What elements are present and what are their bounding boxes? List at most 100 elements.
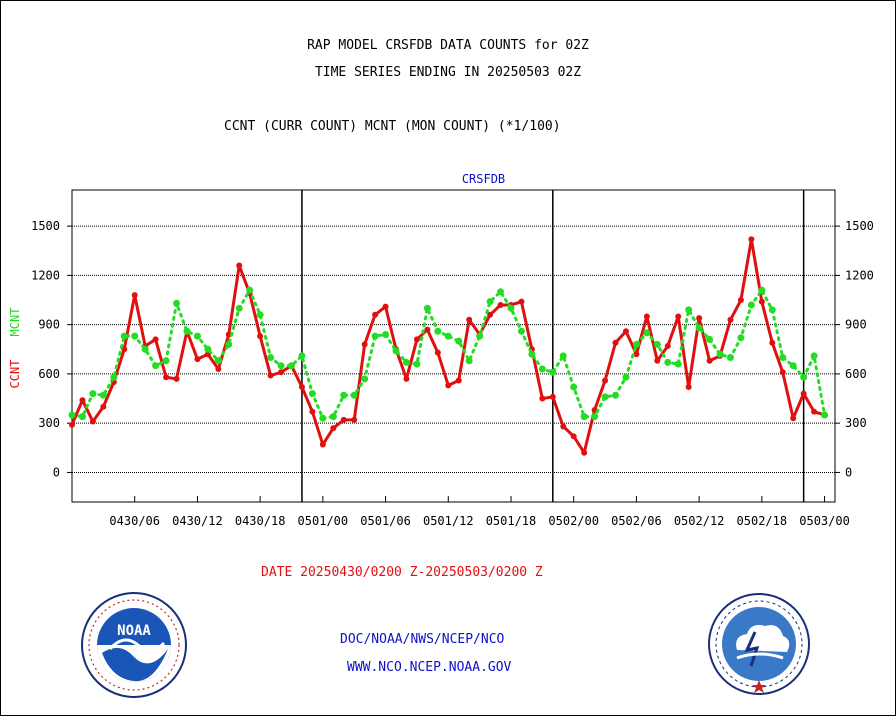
data-point-mcnt <box>810 352 818 360</box>
data-point-ccnt <box>466 316 473 323</box>
data-point-mcnt <box>152 362 160 370</box>
x-tick-label: 0502/12 <box>674 514 725 528</box>
data-point-ccnt <box>758 298 765 305</box>
series-line-mcnt <box>70 288 827 420</box>
data-point-mcnt <box>444 332 452 340</box>
data-point-mcnt <box>716 350 724 358</box>
data-point-ccnt <box>622 328 629 335</box>
data-point-ccnt <box>696 315 703 322</box>
data-point-mcnt <box>706 335 714 343</box>
data-point-ccnt <box>769 339 776 346</box>
data-point-ccnt <box>424 326 431 333</box>
data-point-mcnt <box>591 413 599 421</box>
data-point-mcnt <box>413 360 421 368</box>
data-point-mcnt <box>622 373 630 381</box>
data-point-mcnt <box>695 324 703 332</box>
data-point-ccnt <box>633 351 640 358</box>
data-point-mcnt <box>68 411 76 419</box>
data-point-mcnt <box>235 304 243 312</box>
data-point-ccnt <box>570 433 577 440</box>
data-point-mcnt <box>340 391 348 399</box>
data-point-ccnt <box>675 313 682 320</box>
data-point-mcnt <box>737 334 745 342</box>
data-point-mcnt <box>486 298 494 306</box>
data-point-ccnt <box>445 382 452 389</box>
data-point-ccnt <box>309 408 316 415</box>
data-point-mcnt <box>183 327 191 335</box>
data-point-ccnt <box>79 397 86 404</box>
data-point-ccnt <box>215 365 222 372</box>
data-point-mcnt <box>225 340 233 348</box>
data-point-mcnt <box>643 329 651 337</box>
data-point-ccnt <box>372 311 379 318</box>
data-point-ccnt <box>455 377 462 384</box>
data-point-ccnt <box>518 298 525 305</box>
data-point-mcnt <box>758 286 766 294</box>
data-point-mcnt <box>580 413 588 421</box>
data-point-mcnt <box>612 391 620 399</box>
x-tick-label: 0503/00 <box>799 514 850 528</box>
data-point-ccnt <box>654 357 661 364</box>
data-point-mcnt <box>476 332 484 340</box>
x-tick-label: 0501/00 <box>298 514 349 528</box>
data-point-ccnt <box>612 339 619 346</box>
y-tick-label-right: 1200 <box>845 268 874 282</box>
data-point-ccnt <box>737 297 744 304</box>
plot-title: CRSFDB <box>462 172 505 186</box>
data-point-ccnt <box>89 418 96 425</box>
data-point-mcnt <box>653 340 661 348</box>
data-point-mcnt <box>549 368 557 376</box>
y-tick-label-right: 900 <box>845 318 867 332</box>
y-tick-label-left: 300 <box>38 416 60 430</box>
data-point-mcnt <box>246 286 254 294</box>
data-point-ccnt <box>69 421 75 428</box>
y-tick-label-left: 0 <box>53 465 60 479</box>
data-point-ccnt <box>351 416 358 423</box>
data-point-ccnt <box>382 303 389 310</box>
data-point-mcnt <box>455 337 463 345</box>
data-point-mcnt <box>319 414 327 422</box>
plot-area <box>71 189 836 503</box>
x-tick-label: 0501/18 <box>486 514 537 528</box>
org-label: DOC/NOAA/NWS/NCEP/NCO <box>340 632 505 647</box>
data-point-ccnt <box>779 369 786 376</box>
data-point-mcnt <box>308 390 316 398</box>
data-point-ccnt <box>267 372 274 379</box>
data-point-ccnt <box>434 349 441 356</box>
data-point-ccnt <box>152 336 159 343</box>
data-point-mcnt <box>267 353 275 361</box>
noaa-logo-text: NOAA <box>117 623 151 639</box>
y-axis-label-mcnt: MCNT <box>8 308 22 337</box>
series-line-ccnt <box>70 237 827 455</box>
data-point-ccnt <box>581 449 588 456</box>
chart-title-line2: TIME SERIES ENDING IN 20250503 02Z <box>314 65 582 80</box>
data-point-mcnt <box>789 362 797 370</box>
data-point-mcnt <box>538 365 546 373</box>
data-point-ccnt <box>497 301 504 308</box>
x-tick-label: 0430/18 <box>235 514 286 528</box>
x-tick-label: 0430/06 <box>109 514 160 528</box>
nws-logo <box>708 593 810 695</box>
data-point-ccnt <box>549 393 556 400</box>
data-point-mcnt <box>277 362 285 370</box>
data-point-mcnt <box>726 353 734 361</box>
data-point-mcnt <box>674 360 682 368</box>
data-point-ccnt <box>236 262 243 269</box>
data-point-ccnt <box>706 357 713 364</box>
data-point-mcnt <box>821 411 829 419</box>
x-tick-label: 0502/06 <box>611 514 662 528</box>
data-point-ccnt <box>194 356 201 363</box>
y-tick-label-right: 300 <box>845 416 867 430</box>
data-point-mcnt <box>559 352 567 360</box>
data-point-ccnt <box>487 311 494 318</box>
data-point-ccnt <box>413 336 420 343</box>
data-point-mcnt <box>371 332 379 340</box>
chart-title-line1: RAP MODEL CRSFDB DATA COUNTS for 02Z <box>307 38 589 53</box>
y-tick-label-left: 1200 <box>31 268 60 282</box>
data-point-ccnt <box>800 390 807 397</box>
data-point-ccnt <box>361 341 368 348</box>
data-point-ccnt <box>727 316 734 323</box>
data-point-mcnt <box>465 357 473 365</box>
data-point-ccnt <box>664 343 671 349</box>
data-point-ccnt <box>257 333 264 340</box>
